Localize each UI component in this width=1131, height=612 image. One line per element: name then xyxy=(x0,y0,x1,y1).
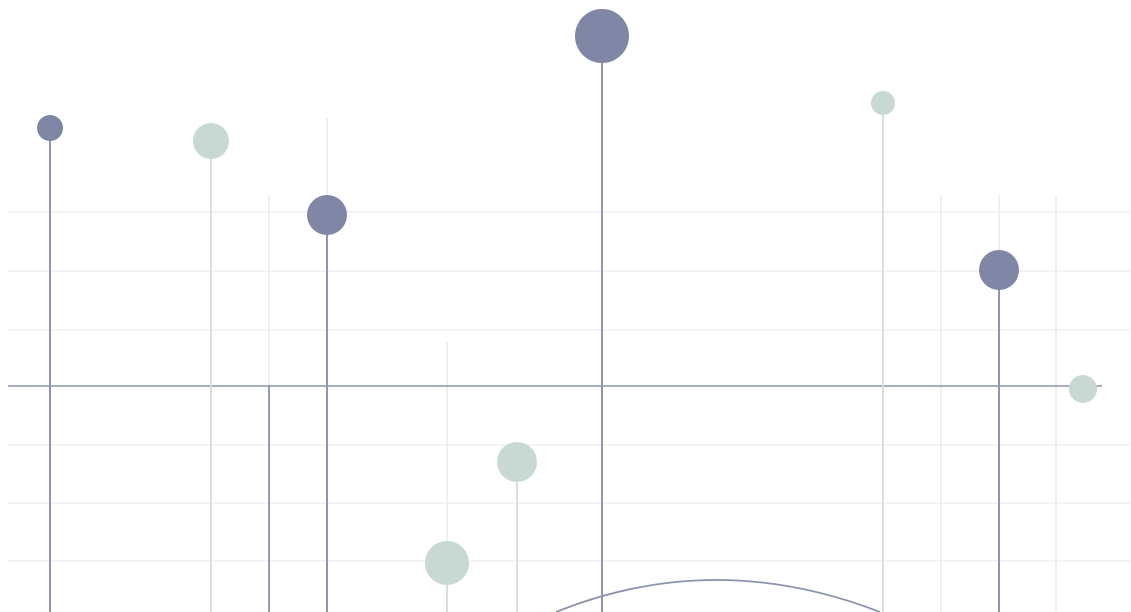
lollipop-marker xyxy=(575,9,629,63)
lollipop-markers xyxy=(37,9,1097,585)
lollipop-marker xyxy=(307,195,347,235)
lollipop-marker xyxy=(497,442,537,482)
lollipop-marker xyxy=(1069,375,1097,403)
lollipop-stems xyxy=(49,35,1000,612)
bottom-arc xyxy=(555,579,881,612)
lollipop-marker xyxy=(979,250,1019,290)
lollipop-marker xyxy=(425,541,469,585)
guide-lines xyxy=(268,118,1057,612)
lollipop-marker xyxy=(871,91,895,115)
lollipop-marker xyxy=(193,123,229,159)
grid-lines xyxy=(8,211,1130,562)
lollipop-marker xyxy=(37,115,63,141)
